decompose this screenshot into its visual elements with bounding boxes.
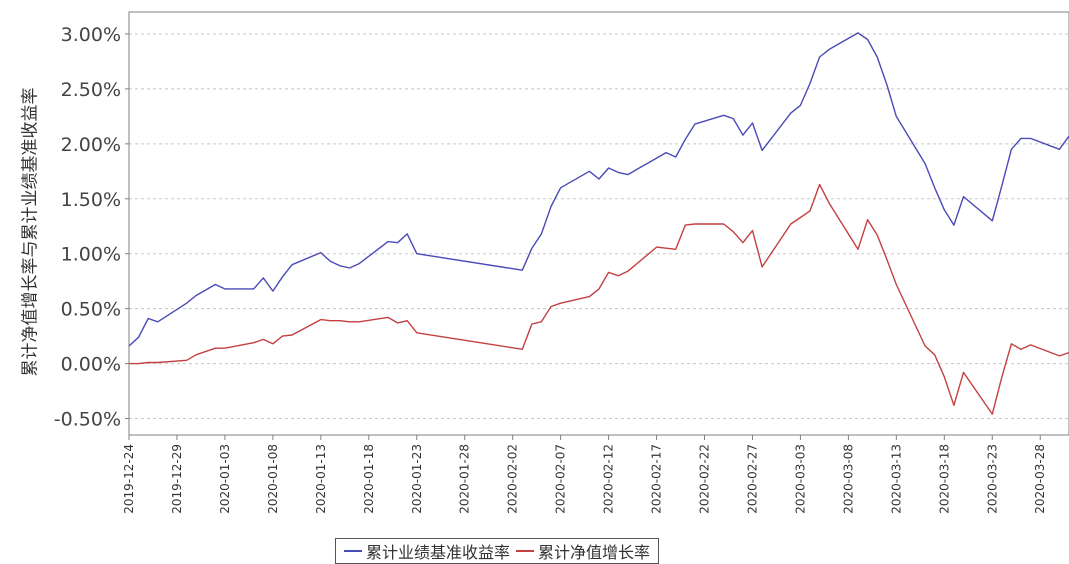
series-line-benchmark [128,32,1069,347]
x-tick-label: 2020-01-03 [218,444,232,514]
y-tick-label: 3.00% [61,24,121,46]
y-tick-label: 0.50% [61,299,121,321]
y-tick-label: 1.50% [61,189,121,211]
x-tick-label: 2020-01-08 [266,444,280,514]
x-tick-label: 2020-03-03 [793,444,807,514]
x-tick-label: 2020-02-17 [650,444,664,514]
legend-swatch-benchmark [344,550,362,552]
x-tick-label: 2020-02-27 [745,444,759,514]
x-tick-label: 2020-02-22 [698,444,712,514]
legend-label-benchmark: 累计业绩基准收益率 [366,543,511,562]
legend-item-nav: 累计净值增长率 [516,539,650,563]
x-axis: 2019-12-24 2019-12-29 2020-01-03 2020-01-08… [122,435,1047,514]
x-tick-label: 2020-01-28 [458,444,472,514]
x-tick-label: 2020-01-13 [314,444,328,514]
legend: 累计业绩基准收益率 累计净值增长率 [335,538,660,564]
y-axis-label: 累计净值增长率与累计业绩基准收益率 [20,87,41,377]
y-axis: 3.00% 2.50% 2.00% 1.50% 1.00% 0.50% 0.00% -0.50… [54,24,129,431]
x-tick-label: 2019-12-29 [170,444,184,514]
y-tick-label: 0.00% [61,354,121,376]
y-tick-label: -0.50% [54,409,121,431]
x-tick-label: 2020-02-07 [554,444,568,514]
series-lines [128,32,1069,415]
x-tick-label: 2020-03-13 [889,444,903,514]
y-tick-label: 1.00% [61,244,121,266]
series-line-nav [129,183,1069,415]
x-tick-label: 2020-02-12 [602,444,616,514]
plot-area-frame [128,11,1069,436]
legend-item-benchmark: 累计业绩基准收益率 [344,539,510,563]
x-tick-label: 2020-03-18 [937,444,951,514]
x-tick-label: 2019-12-24 [122,444,136,514]
legend-label-nav: 累计净值增长率 [538,543,651,562]
grid-lines [129,33,1069,420]
y-tick-label: 2.50% [61,79,121,101]
legend-swatch-nav [516,550,535,552]
y-tick-label: 2.00% [61,134,121,156]
x-tick-label: 2020-03-28 [1033,444,1047,514]
x-tick-label: 2020-03-23 [985,444,999,514]
x-tick-label: 2020-01-23 [410,444,424,514]
x-tick-label: 2020-02-02 [506,444,520,514]
x-tick-label: 2020-01-18 [362,444,376,514]
x-tick-label: 2020-03-08 [841,444,855,514]
